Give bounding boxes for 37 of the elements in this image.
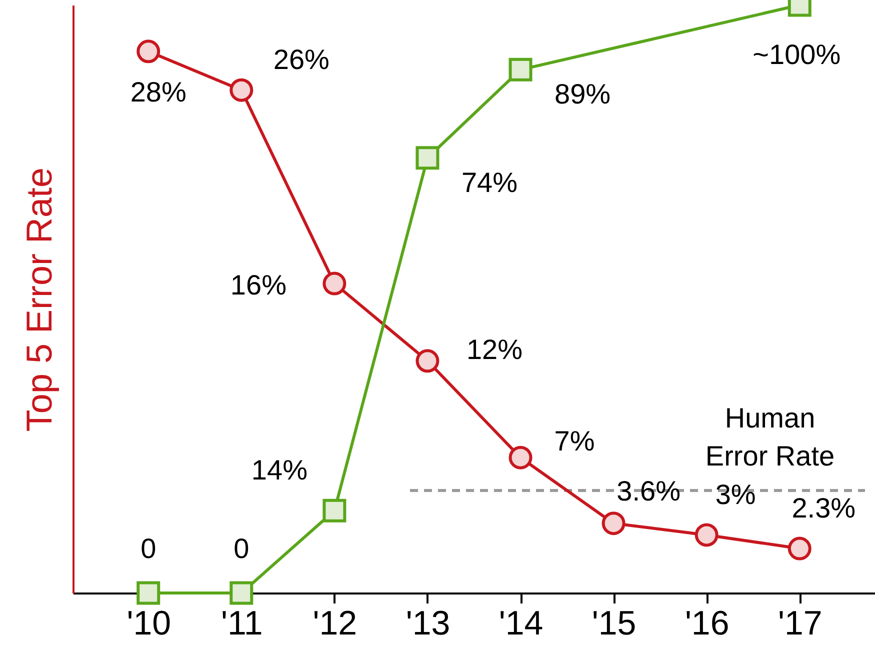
point	[230, 78, 254, 102]
data-label: 16%	[230, 270, 286, 301]
point	[416, 146, 440, 170]
point	[508, 58, 532, 82]
point	[322, 498, 346, 522]
point	[230, 581, 254, 605]
data-label: 7%	[554, 426, 595, 457]
point	[602, 512, 626, 536]
data-label: 74%	[461, 166, 518, 198]
point	[694, 523, 718, 547]
ref-line-label: Human Error Rate	[705, 402, 835, 472]
data-label: 0	[234, 533, 250, 564]
data-label: ~100%	[752, 39, 841, 70]
data-label: 26%	[273, 44, 330, 76]
point	[416, 349, 440, 373]
point	[136, 40, 160, 64]
data-label: 28%	[130, 76, 186, 108]
x-tick-label: '17	[778, 604, 822, 642]
data-label: 14%	[251, 454, 308, 486]
x-tick-label: '11	[221, 604, 263, 642]
data-label: 89%	[554, 78, 611, 110]
point	[322, 272, 346, 296]
point	[788, 536, 812, 560]
data-label: 0	[140, 533, 156, 564]
x-tick-label: '14	[498, 604, 544, 642]
data-label: 3%	[715, 478, 756, 510]
x-tick-label: '16	[684, 604, 730, 642]
data-label: 3.6%	[616, 475, 680, 506]
data-label: 12%	[466, 334, 523, 365]
point	[136, 581, 160, 605]
data-label: 2.3%	[792, 492, 856, 524]
y-axis-title: Top 5 Error Rate	[18, 167, 60, 432]
point	[508, 446, 532, 470]
x-tick-label: '13	[406, 604, 450, 642]
x-tick-label: '12	[312, 604, 358, 642]
x-tick-label: '10	[126, 604, 172, 642]
x-tick-label: '15	[592, 604, 636, 642]
